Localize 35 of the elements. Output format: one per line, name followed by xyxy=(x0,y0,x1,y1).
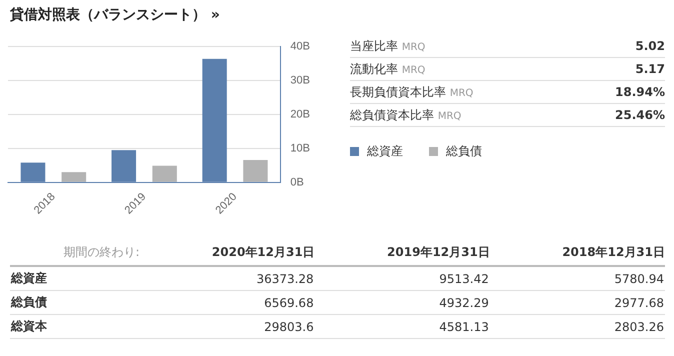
category-label: 長期負債資本比率 MRQ xyxy=(350,84,474,101)
data-label: 2977.68 xyxy=(490,290,665,314)
legend-label: 総資産 xyxy=(366,143,403,160)
category-label: 2019年12月31日 xyxy=(314,242,490,266)
data-label: 5780.94 xyxy=(490,266,665,290)
text: 総負債 xyxy=(10,290,140,314)
chart-title: 貸借対照表（バランスシート） » xyxy=(10,6,220,24)
bar xyxy=(62,172,86,182)
text: 総資本 xyxy=(10,314,140,338)
text: 総資産 xyxy=(10,266,140,290)
data-label: 5.02 xyxy=(635,38,665,55)
y-tick-label: 10B xyxy=(290,142,310,154)
y-tick-label: 0B xyxy=(290,176,304,188)
category-label: 2018年12月31日 xyxy=(490,242,665,266)
bar xyxy=(152,166,177,182)
data-label: 6569.68 xyxy=(140,290,315,314)
category-label: 当座比率 MRQ xyxy=(350,38,426,55)
category-label: 総負債資本比率 MRQ xyxy=(350,107,462,124)
y-tick-label: 20B xyxy=(290,108,310,121)
data-label: 4581.13 xyxy=(314,314,490,338)
data-label: 2803.26 xyxy=(490,314,665,338)
text: 期間の終わり: xyxy=(10,242,140,266)
legend-label: 総負債 xyxy=(445,143,482,160)
data-label: 36373.28 xyxy=(140,266,315,290)
data-label: 9513.42 xyxy=(314,266,490,290)
data-label: 5.17 xyxy=(635,61,665,78)
y-tick-label: 30B xyxy=(290,74,310,87)
data-label: 18.94% xyxy=(615,84,665,101)
data-label: 29803.6 xyxy=(140,314,315,338)
bar xyxy=(243,160,268,182)
y-tick-label: 40B xyxy=(290,40,310,53)
data-label: 4932.29 xyxy=(314,290,490,314)
category-label: 2020年12月31日 xyxy=(140,242,315,266)
data-label: 25.46% xyxy=(615,107,665,124)
category-label: 流動化率 MRQ xyxy=(350,61,426,78)
